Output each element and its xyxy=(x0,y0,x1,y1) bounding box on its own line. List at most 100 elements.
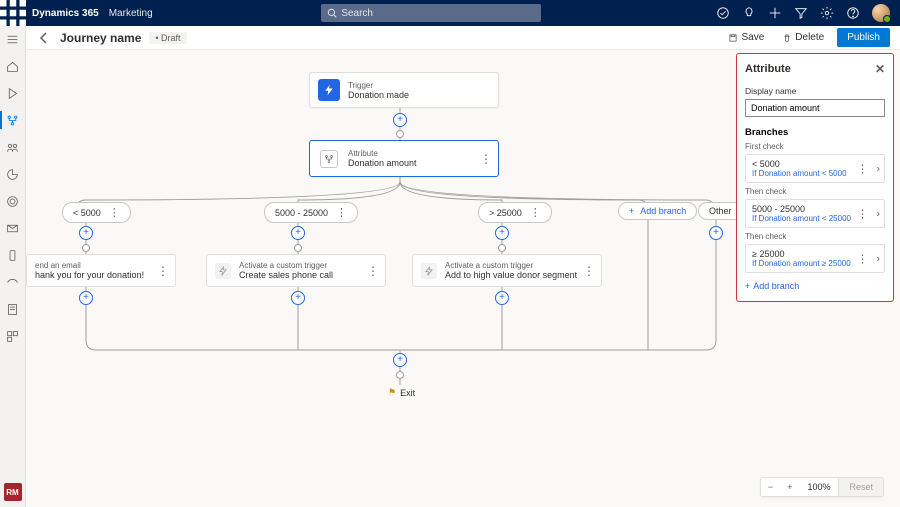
trigger-label: Trigger xyxy=(348,81,409,90)
branch-pill[interactable]: < 5000⋮ xyxy=(62,202,131,223)
nav-email-icon[interactable] xyxy=(4,219,22,237)
action-node[interactable]: end an emailhank you for your donation! … xyxy=(26,254,176,287)
lightbulb-icon[interactable] xyxy=(742,6,756,20)
persona-badge[interactable]: RM xyxy=(4,483,22,501)
attribute-name: Donation amount xyxy=(348,158,417,168)
add-node-button[interactable]: + xyxy=(495,291,509,305)
panel-add-branch-button[interactable]: Add branch xyxy=(745,281,885,291)
branch-row[interactable]: ≥ 25000 If Donation amount ≥ 25000 ⋮ › xyxy=(745,244,885,273)
add-node-button[interactable]: + xyxy=(393,113,407,127)
pill-more-icon[interactable]: ⋮ xyxy=(109,206,120,219)
trigger-name: Donation made xyxy=(348,90,409,100)
nav-hamburger-icon[interactable] xyxy=(4,30,22,48)
node-more-icon[interactable]: ⋮ xyxy=(367,264,379,278)
then-check-label: Then check xyxy=(745,187,885,196)
row-more-icon[interactable]: ⋮ xyxy=(857,162,868,175)
trigger-node[interactable]: TriggerDonation made xyxy=(309,72,499,108)
chevron-right-icon[interactable]: › xyxy=(877,163,880,174)
brand-label: Dynamics 365 xyxy=(26,8,105,19)
global-search[interactable]: Search xyxy=(321,4,541,22)
user-avatar[interactable] xyxy=(872,4,890,22)
left-nav-rail: RM xyxy=(0,26,26,507)
node-more-icon[interactable]: ⋮ xyxy=(583,264,595,278)
nav-push-icon[interactable] xyxy=(4,273,22,291)
connector-dot xyxy=(294,244,302,252)
attribute-panel: Attribute ✕ Display name Branches First c… xyxy=(736,53,894,302)
connector-dot xyxy=(82,244,90,252)
add-node-button[interactable]: + xyxy=(291,291,305,305)
add-node-button[interactable]: + xyxy=(393,353,407,367)
row-more-icon[interactable]: ⋮ xyxy=(857,207,868,220)
chevron-right-icon[interactable]: › xyxy=(877,253,880,264)
page-title: Journey name xyxy=(60,31,141,45)
assist-icon[interactable] xyxy=(716,6,730,20)
pill-more-icon[interactable]: ⋮ xyxy=(336,206,347,219)
settings-icon[interactable] xyxy=(820,6,834,20)
panel-title: Attribute xyxy=(745,63,791,75)
search-placeholder: Search xyxy=(341,8,373,19)
save-button[interactable]: Save xyxy=(723,29,769,46)
filter-icon[interactable] xyxy=(794,6,808,20)
connector-dot xyxy=(396,130,404,138)
help-icon[interactable] xyxy=(846,6,860,20)
page-header: Journey name • Draft Save Delete Publish xyxy=(26,26,900,50)
first-check-label: First check xyxy=(745,142,885,151)
nav-journeys-icon[interactable] xyxy=(4,111,22,129)
row-more-icon[interactable]: ⋮ xyxy=(857,252,868,265)
pill-more-icon[interactable]: ⋮ xyxy=(530,206,541,219)
nav-scoring-icon[interactable] xyxy=(4,192,22,210)
action-label: Activate a custom trigger xyxy=(445,261,577,270)
flag-icon: ⚑ xyxy=(388,387,396,398)
chevron-right-icon[interactable]: › xyxy=(877,208,880,219)
top-nav: Dynamics 365 Marketing Search xyxy=(0,0,900,26)
module-label: Marketing xyxy=(105,8,157,19)
publish-button[interactable]: Publish xyxy=(837,28,890,47)
action-name: Add to high value donor segment xyxy=(445,270,577,280)
nav-triggers-icon[interactable] xyxy=(4,84,22,102)
then-check-label: Then check xyxy=(745,232,885,241)
nav-analytics-icon[interactable] xyxy=(4,165,22,183)
nav-segments-icon[interactable] xyxy=(4,138,22,156)
display-name-input[interactable] xyxy=(745,99,885,117)
display-name-label: Display name xyxy=(745,86,885,96)
attribute-node[interactable]: AttributeDonation amount ⋮ xyxy=(309,140,499,177)
trigger-icon xyxy=(318,79,340,101)
nav-forms-icon[interactable] xyxy=(4,300,22,318)
action-node[interactable]: Activate a custom triggerAdd to high val… xyxy=(412,254,602,287)
action-name: hank you for your donation! xyxy=(35,270,144,280)
add-node-button[interactable]: + xyxy=(291,226,305,240)
close-icon[interactable]: ✕ xyxy=(875,62,885,76)
branches-section-label: Branches xyxy=(745,127,885,138)
add-branch-pill[interactable]: Add branch xyxy=(618,202,697,220)
connector-dot xyxy=(396,371,404,379)
node-more-icon[interactable]: ⋮ xyxy=(157,264,169,278)
action-node[interactable]: Activate a custom triggerCreate sales ph… xyxy=(206,254,386,287)
action-label: end an email xyxy=(35,261,144,270)
exit-node: ⚑Exit xyxy=(388,387,415,398)
add-node-button[interactable]: + xyxy=(79,291,93,305)
zoom-out-button[interactable]: − xyxy=(761,478,780,496)
add-node-button[interactable]: + xyxy=(79,226,93,240)
nav-assets-icon[interactable] xyxy=(4,327,22,345)
app-launcher-icon[interactable] xyxy=(0,0,26,26)
branch-pill[interactable]: 5000 - 25000⋮ xyxy=(264,202,358,223)
delete-button[interactable]: Delete xyxy=(777,29,829,46)
branch-row[interactable]: < 5000 If Donation amount < 5000 ⋮ › xyxy=(745,154,885,183)
back-button[interactable] xyxy=(36,30,52,46)
nav-sms-icon[interactable] xyxy=(4,246,22,264)
zoom-in-button[interactable]: + xyxy=(780,478,799,496)
add-node-button[interactable]: + xyxy=(709,226,723,240)
branch-row[interactable]: 5000 - 25000 If Donation amount < 25000 … xyxy=(745,199,885,228)
add-node-button[interactable]: + xyxy=(495,226,509,240)
status-badge: • Draft xyxy=(149,32,186,44)
nav-home-icon[interactable] xyxy=(4,57,22,75)
custom-trigger-icon xyxy=(215,263,231,279)
add-icon[interactable] xyxy=(768,6,782,20)
custom-trigger-icon xyxy=(421,263,437,279)
node-more-icon[interactable]: ⋮ xyxy=(480,153,492,165)
zoom-value: 100% xyxy=(799,478,838,496)
zoom-reset-button[interactable]: Reset xyxy=(838,478,883,496)
attribute-icon xyxy=(320,150,338,168)
branch-pill[interactable]: > 25000⋮ xyxy=(478,202,552,223)
connector-dot xyxy=(498,244,506,252)
